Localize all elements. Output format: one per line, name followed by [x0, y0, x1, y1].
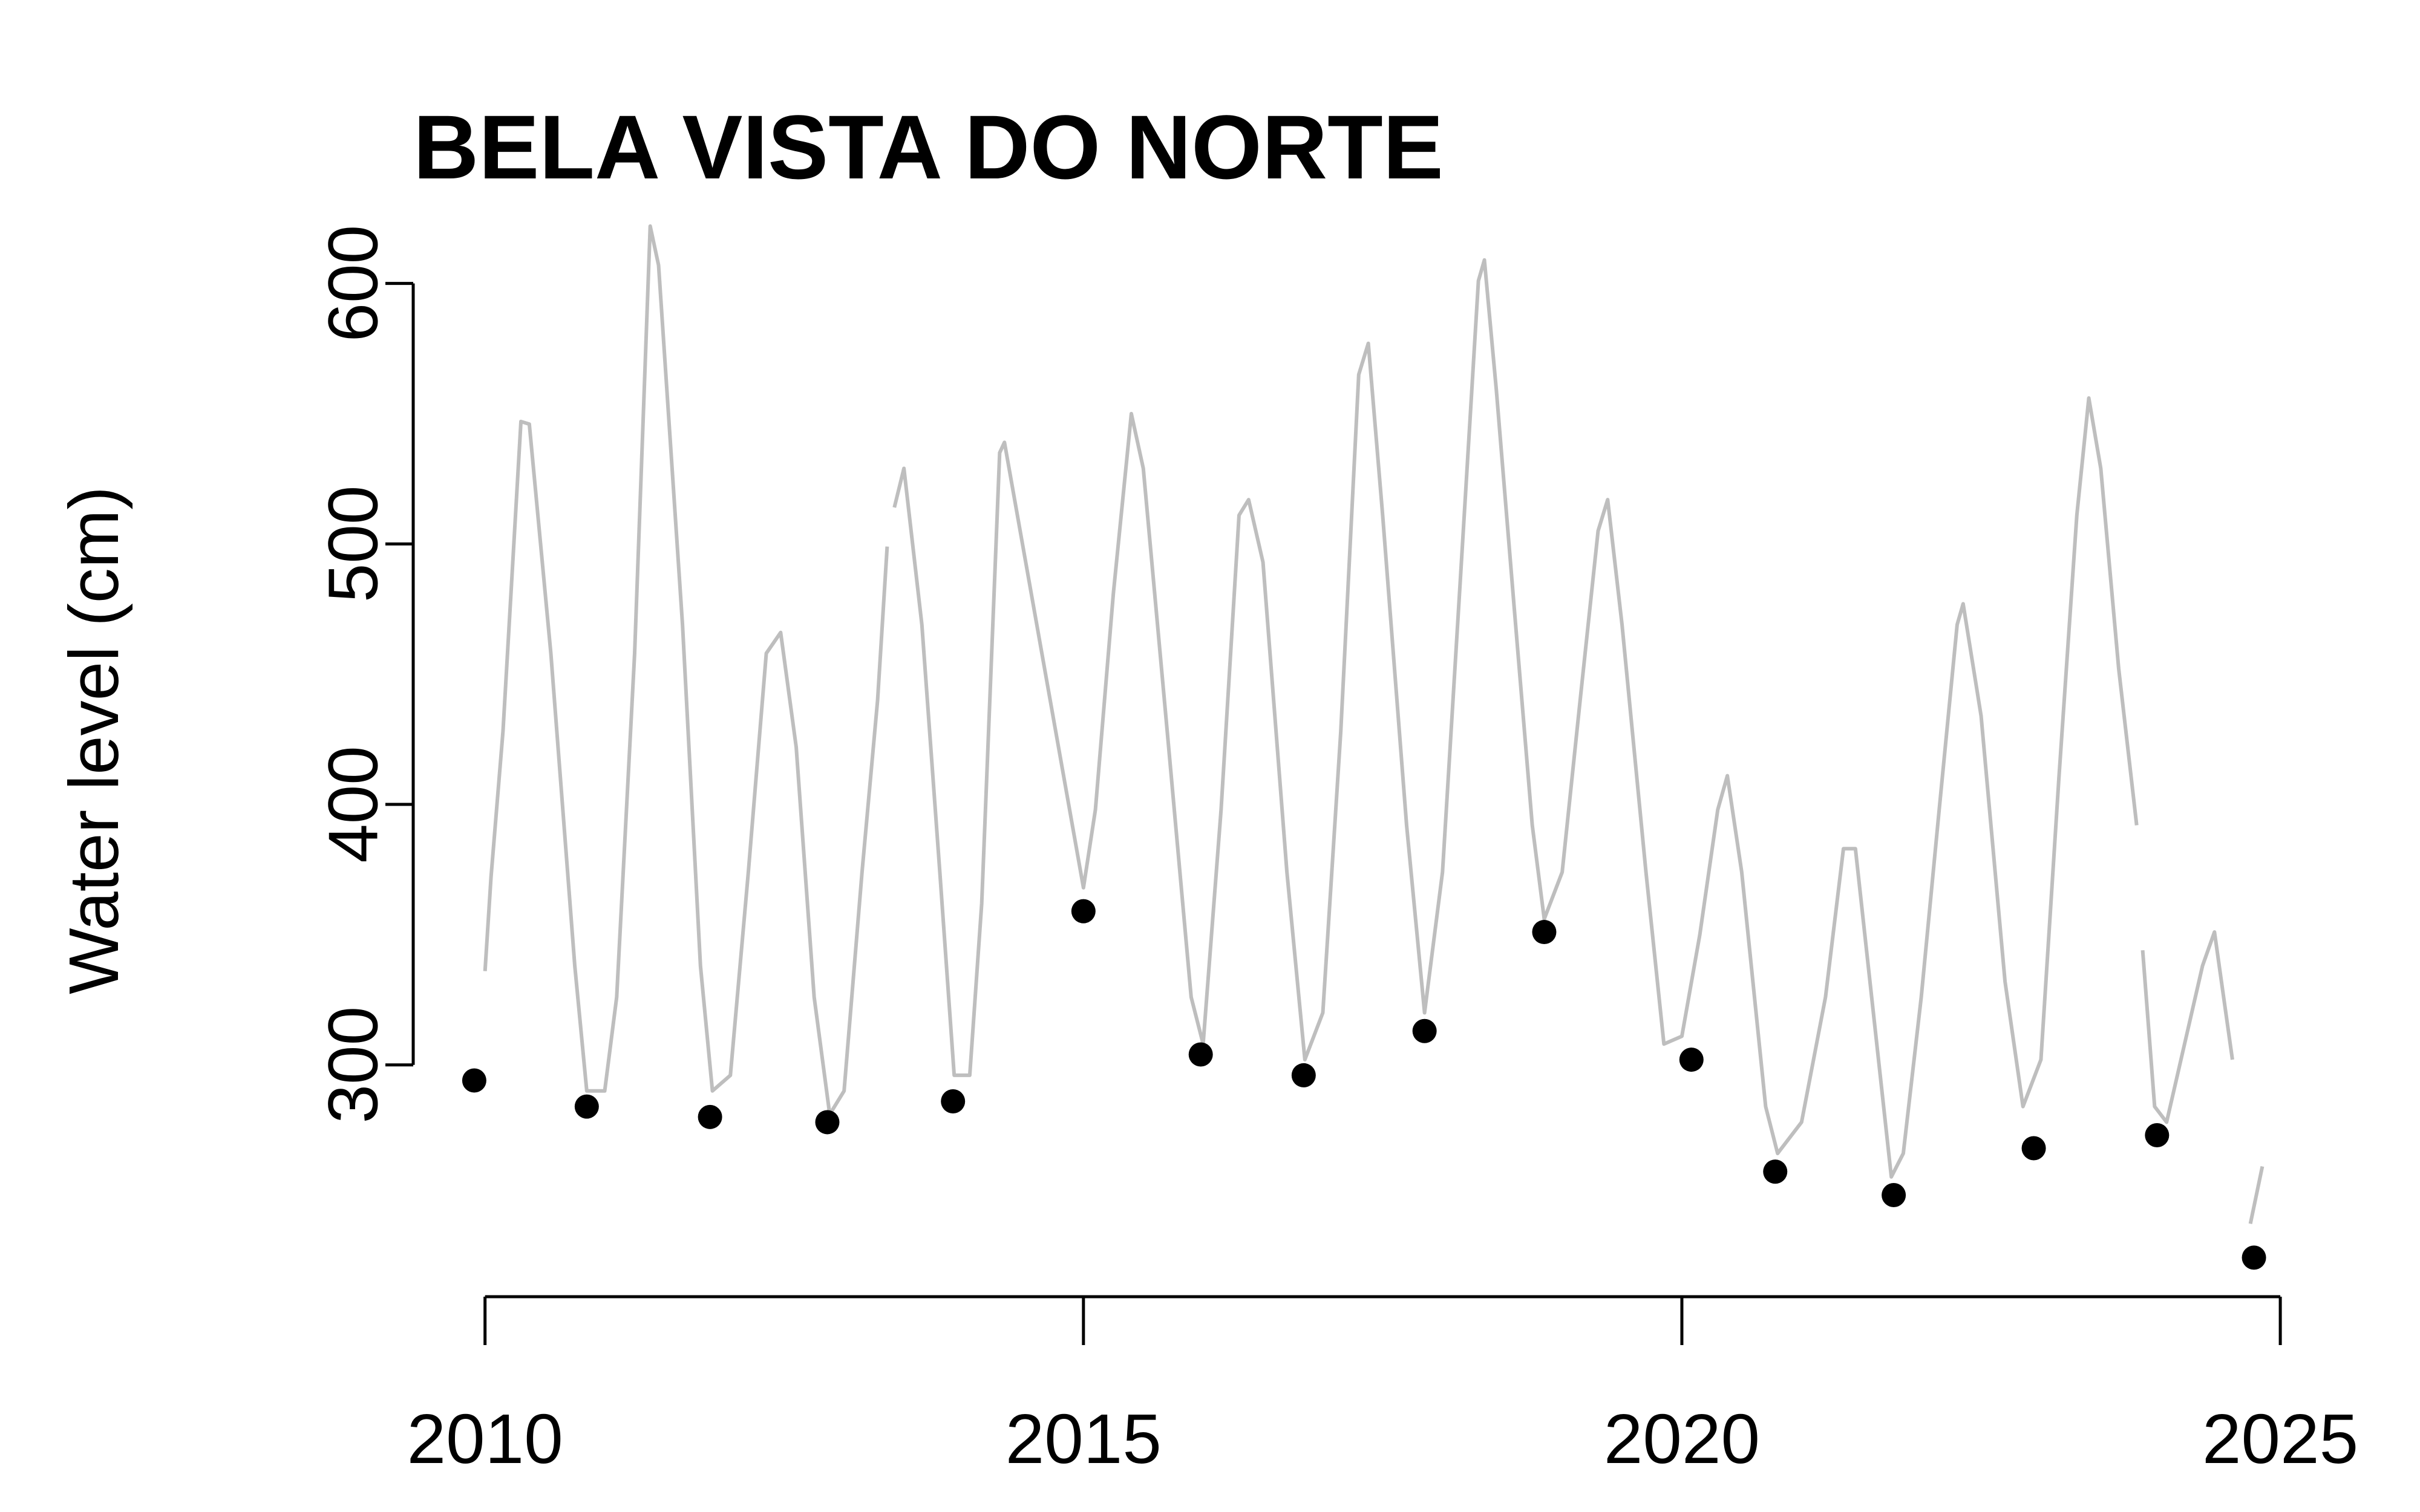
minimum-point: [1882, 1183, 1906, 1208]
minimum-point: [1291, 1063, 1316, 1087]
x-tick-label: 2020: [1604, 1400, 1760, 1478]
chart-title: BELA VISTA DO NORTE: [413, 96, 1444, 198]
water-level-line: [483, 224, 889, 1116]
water-level-line: [2140, 930, 2234, 1124]
minimum-point: [941, 1089, 966, 1113]
minimum-point: [1679, 1048, 1704, 1072]
minimum-point: [2021, 1136, 2046, 1161]
y-tick-label: 400: [314, 746, 393, 863]
minimum-point: [1763, 1159, 1788, 1184]
minimum-point: [1071, 899, 1096, 924]
minimum-point: [815, 1110, 840, 1135]
y-tick-label: 300: [314, 1006, 393, 1124]
x-tick-label: 2010: [407, 1400, 563, 1478]
water-level-line: [2248, 1166, 2265, 1225]
minimum-point: [2242, 1245, 2266, 1270]
minimum-point: [1532, 920, 1557, 945]
x-tick-label: 2015: [1006, 1400, 1162, 1478]
y-tick-label: 600: [314, 225, 393, 342]
minimum-point: [462, 1068, 486, 1093]
water-level-line: [892, 258, 2139, 1179]
x-tick-label: 2025: [2202, 1400, 2358, 1478]
minimum-point: [1188, 1042, 1213, 1067]
minimum-point: [698, 1104, 722, 1129]
minimum-point: [2145, 1123, 2170, 1147]
y-tick-label: 500: [314, 486, 393, 603]
minimum-point: [574, 1094, 599, 1119]
minimum-point: [1412, 1018, 1437, 1043]
y-axis-label: Water level (cm): [54, 486, 133, 994]
